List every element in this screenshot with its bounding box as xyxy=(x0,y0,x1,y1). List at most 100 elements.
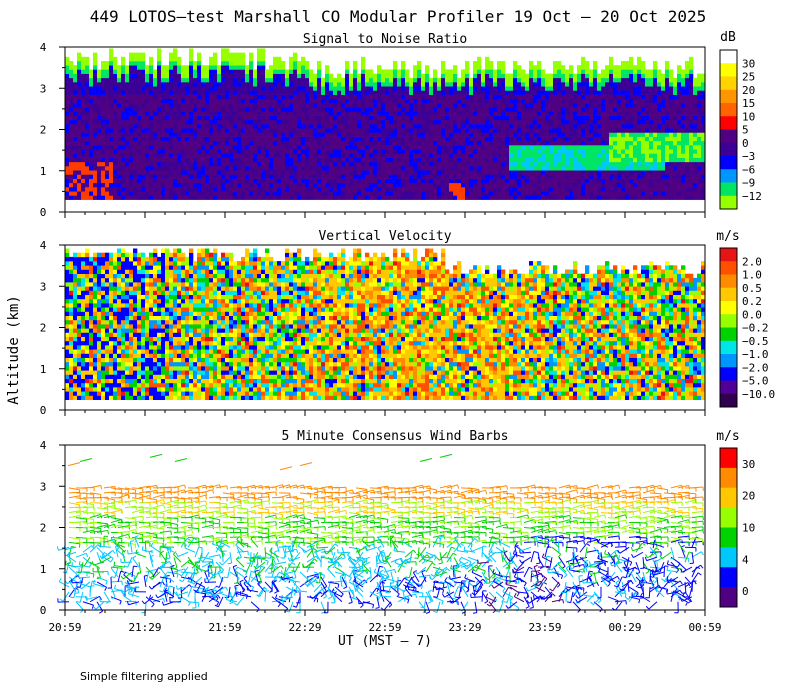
snr-cell xyxy=(113,128,118,133)
snr-cell xyxy=(185,153,190,158)
snr-cell xyxy=(425,157,430,163)
snr-cell xyxy=(193,187,198,192)
snr-cell xyxy=(81,161,86,167)
snr-cell xyxy=(121,86,126,91)
snr-cell xyxy=(345,124,350,129)
snr-cell xyxy=(609,178,614,184)
snr-cell xyxy=(497,107,502,112)
snr-cell xyxy=(229,73,234,79)
snr-cell xyxy=(301,187,306,192)
snr-cell xyxy=(317,174,322,179)
snr-cell xyxy=(201,119,206,125)
snr-cell xyxy=(593,153,598,158)
snr-cell xyxy=(313,132,318,137)
snr-cell xyxy=(637,178,642,184)
snr-cell xyxy=(565,140,570,146)
snr-cell xyxy=(153,187,158,192)
snr-cell xyxy=(629,119,634,125)
snr-cell xyxy=(637,65,642,70)
snr-cell xyxy=(609,90,614,95)
snr-cell xyxy=(269,69,274,74)
snr-cell xyxy=(257,124,262,129)
snr-cell xyxy=(101,128,106,133)
snr-cell xyxy=(205,94,210,100)
snr-cell xyxy=(361,103,366,108)
snr-cell xyxy=(321,136,326,142)
snr-cell xyxy=(429,174,434,179)
snr-cell xyxy=(313,73,318,79)
snr-cell xyxy=(73,166,78,171)
snr-cell xyxy=(301,73,306,79)
snr-cell xyxy=(193,182,198,188)
snr-cell xyxy=(465,140,470,146)
snr-cell xyxy=(137,77,142,83)
snr-cell xyxy=(97,90,102,95)
snr-cell xyxy=(505,136,510,142)
snr-cell xyxy=(281,94,286,100)
snr-cell xyxy=(625,90,630,95)
snr-cell xyxy=(645,170,650,175)
snr-cell xyxy=(561,187,566,192)
snr-cell xyxy=(465,166,470,171)
snr-cell xyxy=(229,170,234,175)
snr-cell xyxy=(341,103,346,108)
snr-cell xyxy=(121,132,126,137)
snr-cell xyxy=(441,90,446,95)
snr-cell xyxy=(305,132,310,137)
snr-cell xyxy=(349,140,354,146)
snr-cell xyxy=(337,107,342,112)
snr-cell xyxy=(209,124,214,129)
snr-cell xyxy=(433,132,438,137)
snr-cell xyxy=(649,191,654,196)
snr-cell xyxy=(209,86,214,91)
snr-cell xyxy=(405,166,410,171)
snr-cell xyxy=(525,195,530,200)
snr-cell xyxy=(597,191,602,196)
snr-cell xyxy=(533,103,538,108)
snr-cell xyxy=(225,65,230,70)
snr-cell xyxy=(101,111,106,116)
snr-cell xyxy=(669,103,674,108)
snr-cell xyxy=(301,191,306,196)
snr-cell xyxy=(293,107,298,112)
snr-cell xyxy=(449,187,454,192)
snr-cell xyxy=(377,140,382,146)
snr-cell xyxy=(517,145,522,150)
snr-cell xyxy=(449,73,454,79)
snr-cell xyxy=(73,178,78,184)
snr-cell xyxy=(461,149,466,154)
snr-cell xyxy=(545,195,550,200)
snr-cell xyxy=(325,115,330,121)
snr-cell xyxy=(181,153,186,158)
snr-cell xyxy=(577,136,582,142)
snr-cell xyxy=(589,73,594,79)
snr-cell xyxy=(245,140,250,146)
snr-cell xyxy=(465,103,470,108)
snr-cell xyxy=(389,153,394,158)
snr-cell xyxy=(329,132,334,137)
snr-cell xyxy=(445,128,450,133)
snr-cell xyxy=(157,187,162,192)
snr-cell xyxy=(677,174,682,179)
snr-cell xyxy=(381,136,386,142)
snr-cell xyxy=(669,86,674,91)
snr-cell xyxy=(81,174,86,179)
snr-cell xyxy=(197,73,202,79)
snr-cell xyxy=(101,107,106,112)
snr-cell xyxy=(561,161,566,167)
snr-cell xyxy=(245,65,250,70)
snr-cell xyxy=(169,107,174,112)
snr-cell xyxy=(245,82,250,87)
snr-cell xyxy=(161,145,166,150)
snr-cell xyxy=(129,145,134,150)
snr-cell xyxy=(641,107,646,112)
snr-cell xyxy=(309,161,314,167)
snr-cell xyxy=(273,65,278,70)
snr-cell xyxy=(253,153,258,158)
snr-cell xyxy=(269,136,274,142)
snr-cell xyxy=(289,145,294,150)
snr-cell xyxy=(289,149,294,154)
snr-cell xyxy=(77,82,82,87)
snr-cell xyxy=(109,161,114,167)
snr-cell xyxy=(377,128,382,133)
